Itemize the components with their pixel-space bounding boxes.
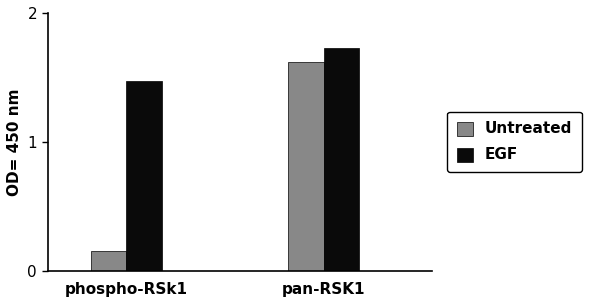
Bar (91, 251, 126, 271)
Bar (289, 62, 324, 271)
Y-axis label: OD= 450 nm: OD= 450 nm (7, 88, 22, 196)
Bar (126, 81, 162, 271)
Legend: Untreated, EGF: Untreated, EGF (447, 112, 582, 172)
Bar (324, 48, 359, 271)
